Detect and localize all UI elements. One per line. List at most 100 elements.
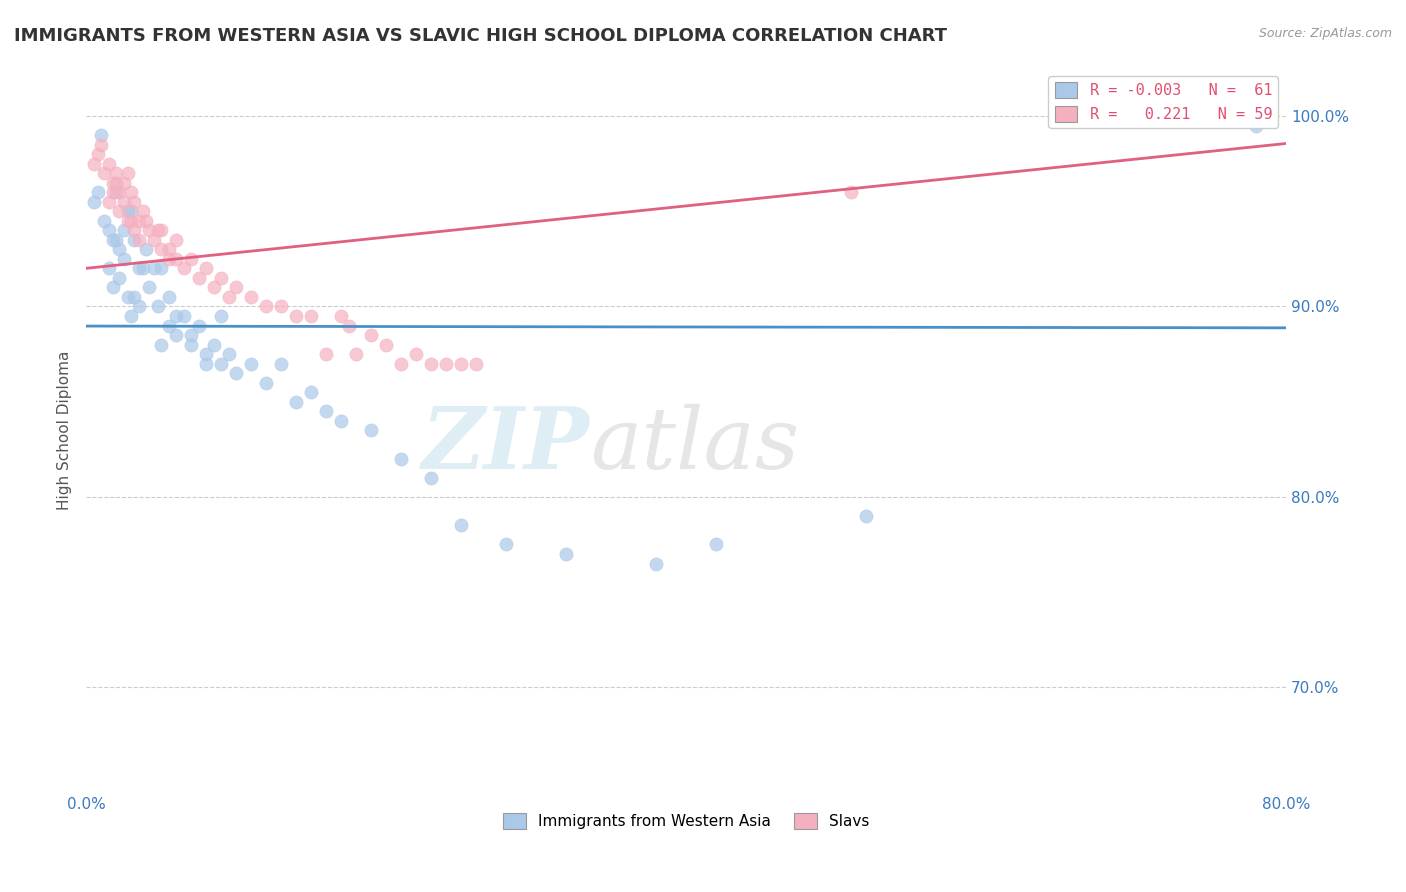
Point xyxy=(122,290,145,304)
Point xyxy=(132,261,155,276)
Point xyxy=(87,147,110,161)
Legend: Immigrants from Western Asia, Slavs: Immigrants from Western Asia, Slavs xyxy=(496,806,876,835)
Point xyxy=(285,309,308,323)
Point xyxy=(108,186,131,200)
Point xyxy=(165,252,187,266)
Point xyxy=(420,471,443,485)
Point xyxy=(142,261,165,276)
Y-axis label: High School Diploma: High School Diploma xyxy=(58,351,72,510)
Point xyxy=(195,357,218,371)
Point xyxy=(108,271,131,285)
Point xyxy=(93,166,115,180)
Point xyxy=(105,176,128,190)
Point xyxy=(285,394,308,409)
Point xyxy=(135,243,157,257)
Point xyxy=(101,233,124,247)
Point xyxy=(450,518,472,533)
Point xyxy=(315,404,337,418)
Point xyxy=(389,357,412,371)
Point xyxy=(93,214,115,228)
Point xyxy=(117,290,139,304)
Text: IMMIGRANTS FROM WESTERN ASIA VS SLAVIC HIGH SCHOOL DIPLOMA CORRELATION CHART: IMMIGRANTS FROM WESTERN ASIA VS SLAVIC H… xyxy=(14,27,948,45)
Point xyxy=(108,243,131,257)
Point xyxy=(218,290,240,304)
Point xyxy=(195,347,218,361)
Text: ZIP: ZIP xyxy=(422,403,591,486)
Point xyxy=(112,223,135,237)
Point xyxy=(344,347,367,361)
Point xyxy=(97,223,120,237)
Point xyxy=(138,223,160,237)
Point xyxy=(150,243,173,257)
Point xyxy=(83,157,105,171)
Point xyxy=(157,290,180,304)
Point xyxy=(101,280,124,294)
Point xyxy=(112,176,135,190)
Point xyxy=(128,261,150,276)
Point xyxy=(495,537,517,551)
Point xyxy=(173,309,195,323)
Point xyxy=(120,204,142,219)
Point xyxy=(270,357,292,371)
Point xyxy=(225,366,247,380)
Point xyxy=(120,186,142,200)
Point xyxy=(225,280,247,294)
Point xyxy=(97,157,120,171)
Point xyxy=(105,186,128,200)
Point xyxy=(218,347,240,361)
Point xyxy=(128,233,150,247)
Point xyxy=(360,328,382,343)
Point xyxy=(101,176,124,190)
Point xyxy=(146,300,169,314)
Point xyxy=(117,204,139,219)
Point xyxy=(90,128,112,143)
Point xyxy=(101,186,124,200)
Point xyxy=(165,328,187,343)
Point xyxy=(299,309,322,323)
Point xyxy=(122,223,145,237)
Point xyxy=(330,309,353,323)
Point xyxy=(839,186,862,200)
Point xyxy=(117,214,139,228)
Point xyxy=(180,337,202,351)
Point xyxy=(146,223,169,237)
Point xyxy=(105,233,128,247)
Point xyxy=(180,328,202,343)
Point xyxy=(157,318,180,333)
Point xyxy=(337,318,360,333)
Point xyxy=(202,337,225,351)
Point xyxy=(165,233,187,247)
Point xyxy=(405,347,427,361)
Point xyxy=(165,309,187,323)
Point xyxy=(157,243,180,257)
Point xyxy=(87,186,110,200)
Point xyxy=(138,280,160,294)
Point xyxy=(375,337,398,351)
Point xyxy=(173,261,195,276)
Point xyxy=(434,357,457,371)
Point xyxy=(120,214,142,228)
Point xyxy=(117,166,139,180)
Point xyxy=(209,271,232,285)
Text: Source: ZipAtlas.com: Source: ZipAtlas.com xyxy=(1258,27,1392,40)
Point xyxy=(209,309,232,323)
Point xyxy=(315,347,337,361)
Point xyxy=(122,194,145,209)
Point xyxy=(240,357,263,371)
Point xyxy=(360,423,382,437)
Point xyxy=(270,300,292,314)
Point xyxy=(122,233,145,247)
Point xyxy=(240,290,263,304)
Point xyxy=(855,508,877,523)
Point xyxy=(299,385,322,400)
Point xyxy=(704,537,727,551)
Point xyxy=(108,204,131,219)
Point xyxy=(97,194,120,209)
Point xyxy=(128,214,150,228)
Point xyxy=(187,318,209,333)
Point xyxy=(142,233,165,247)
Point xyxy=(555,547,578,561)
Point xyxy=(112,252,135,266)
Point xyxy=(254,300,277,314)
Point xyxy=(97,261,120,276)
